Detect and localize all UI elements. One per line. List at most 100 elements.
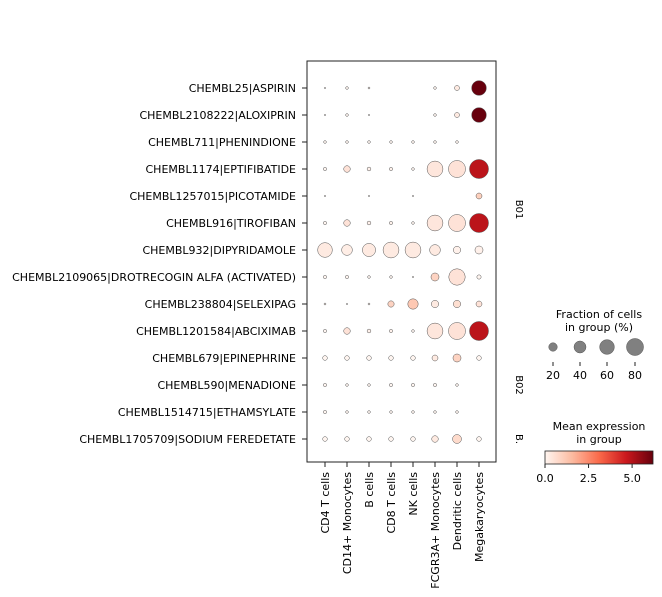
dot [367,86,371,90]
dot [324,87,326,89]
size-legend-dot [599,339,615,355]
dot [455,410,459,414]
size-legend-title-line1: Fraction of cells [556,308,642,321]
dot [455,140,459,144]
dot [367,410,371,414]
row-label: CHEMBL1705709|SODIUM FEREDETATE [79,433,296,446]
dot [367,302,371,306]
column-label: CD8 T cells [385,472,398,534]
color-legend-title-line2: in group [576,433,621,446]
dot [412,195,414,197]
group-labels: B01 B02 B. [513,200,524,444]
dot [323,329,327,333]
dot [323,275,327,279]
dot [366,220,372,226]
dot [404,241,422,259]
dot [407,298,419,310]
dot [452,434,462,444]
dot [426,160,444,178]
axis-ticks [302,87,480,467]
row-label: CHEMBL679|EPINEPHRINE [152,352,296,365]
dot [454,85,460,91]
dot [344,436,350,442]
row-label: CHEMBL1201584|ABCIXIMAB [136,325,296,338]
dot [448,322,466,340]
dot [366,355,372,361]
dot [389,167,393,171]
dot [345,113,349,117]
dot [345,383,349,387]
dot [367,140,371,144]
row-label: CHEMBL25|ASPIRIN [189,82,296,95]
dot [411,410,415,414]
dot [389,221,393,225]
dot [453,300,461,308]
dot [410,355,416,361]
dot [366,328,372,334]
size-legend-label: 20 [546,369,560,382]
plot-frame [306,60,497,463]
dot [411,329,415,333]
dot [368,195,370,197]
group-label: B01 [513,200,524,220]
size-legend-label: 60 [600,369,614,382]
size-legend-label: 40 [573,369,587,382]
dot [388,355,394,361]
dot [324,195,326,197]
dot [382,241,400,259]
size-legend-dot [626,338,644,356]
dot [471,107,487,123]
dot [430,272,440,282]
column-label: FCGR3A+ Monocytes [429,472,442,589]
dot [469,213,489,233]
dot [323,221,327,225]
color-legend-label: 5.0 [623,472,641,485]
color-legend: Mean expression in group 0.0 2.5 5.0 [536,420,654,485]
dot [389,329,393,333]
column-label: CD14+ Monocytes [341,472,354,574]
dot [389,140,393,144]
dot [345,410,349,414]
dot [475,300,483,308]
size-legend-dot [573,340,587,354]
dot [431,435,439,443]
dot [476,436,482,442]
dot [389,410,393,414]
dot [323,410,327,414]
dot [448,214,466,232]
column-labels: CD4 T cells CD14+ Monocytes B cells CD8 T c… [319,472,486,589]
dot [476,274,482,280]
dot [453,246,461,254]
column-label: Megakaryocytes [473,472,486,562]
column-label: NK cells [407,472,420,516]
dot [410,436,416,442]
dot [433,140,437,144]
row-label: CHEMBL2108222|ALOXIPRIN [139,109,296,122]
dot [368,114,370,116]
dot [455,383,459,387]
group-label: B. [513,434,524,444]
size-legend-title-line2: in group (%) [565,321,633,334]
row-labels: CHEMBL25|ASPIRIN CHEMBL2108222|ALOXIPRIN C… [12,82,296,446]
dot-grid [317,80,489,444]
dot [344,355,350,361]
dot [323,167,327,171]
row-label: CHEMBL238804|SELEXIPAG [145,298,296,311]
dot [341,244,353,256]
group-label: B02 [513,375,524,395]
dot [343,327,351,335]
dot [433,383,437,387]
dot [433,86,437,90]
dot [411,221,415,225]
dot [389,275,393,279]
row-label: CHEMBL1257015|PICOTAMIDE [129,190,296,203]
dot [429,244,441,256]
color-legend-label: 0.0 [536,472,554,485]
dot [366,166,372,172]
size-legend: Fraction of cells in group (%) 20 40 60 80 [546,308,644,382]
dot [469,321,489,341]
dot [471,80,487,96]
dot [362,243,376,257]
dot [426,214,444,232]
